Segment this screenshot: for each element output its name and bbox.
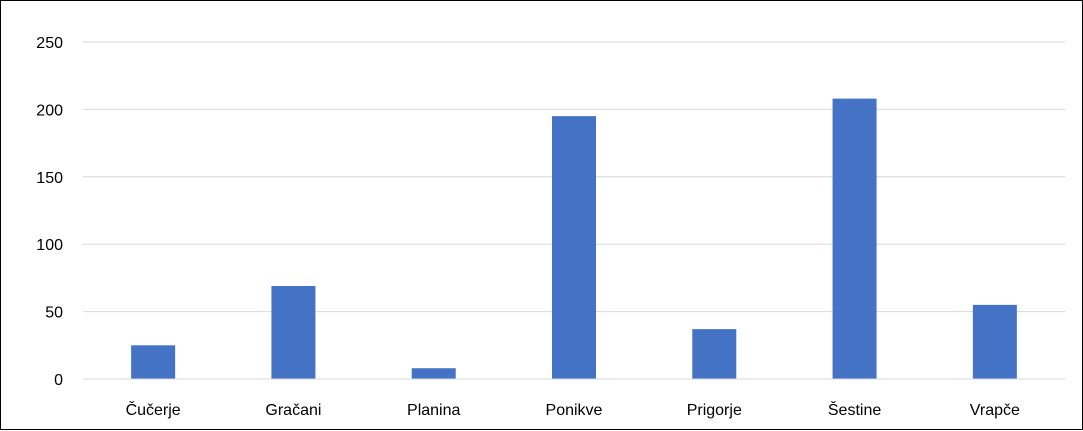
y-tick-label: 0 [54,372,63,389]
y-axis-ticks: 0 50 100 150 200 250 [36,35,63,389]
bar-6 [972,304,1017,379]
x-tick-label: Ponikve [546,402,603,419]
y-tick-label: 200 [36,102,63,119]
y-tick-label: 150 [36,170,63,187]
y-tick-label: 250 [36,35,63,52]
x-tick-label: Čučerje [126,400,181,419]
bars [131,98,1017,379]
bar-2 [411,368,456,379]
bar-0 [131,345,176,379]
x-tick-label: Vrapče [970,402,1020,419]
y-tick-label: 100 [36,237,63,254]
x-tick-label: Šestine [828,400,881,419]
bar-1 [271,285,316,379]
x-axis-ticks: Čučerje Gračani Planina Ponikve Prigorje Šest… [126,400,1020,419]
x-tick-label: Planina [407,402,460,419]
bar-3 [552,116,596,379]
bar-5 [832,98,877,379]
bar-4 [692,329,737,379]
x-tick-label: Prigorje [687,402,742,419]
x-tick-label: Gračani [265,402,321,419]
y-tick-label: 50 [45,305,63,322]
